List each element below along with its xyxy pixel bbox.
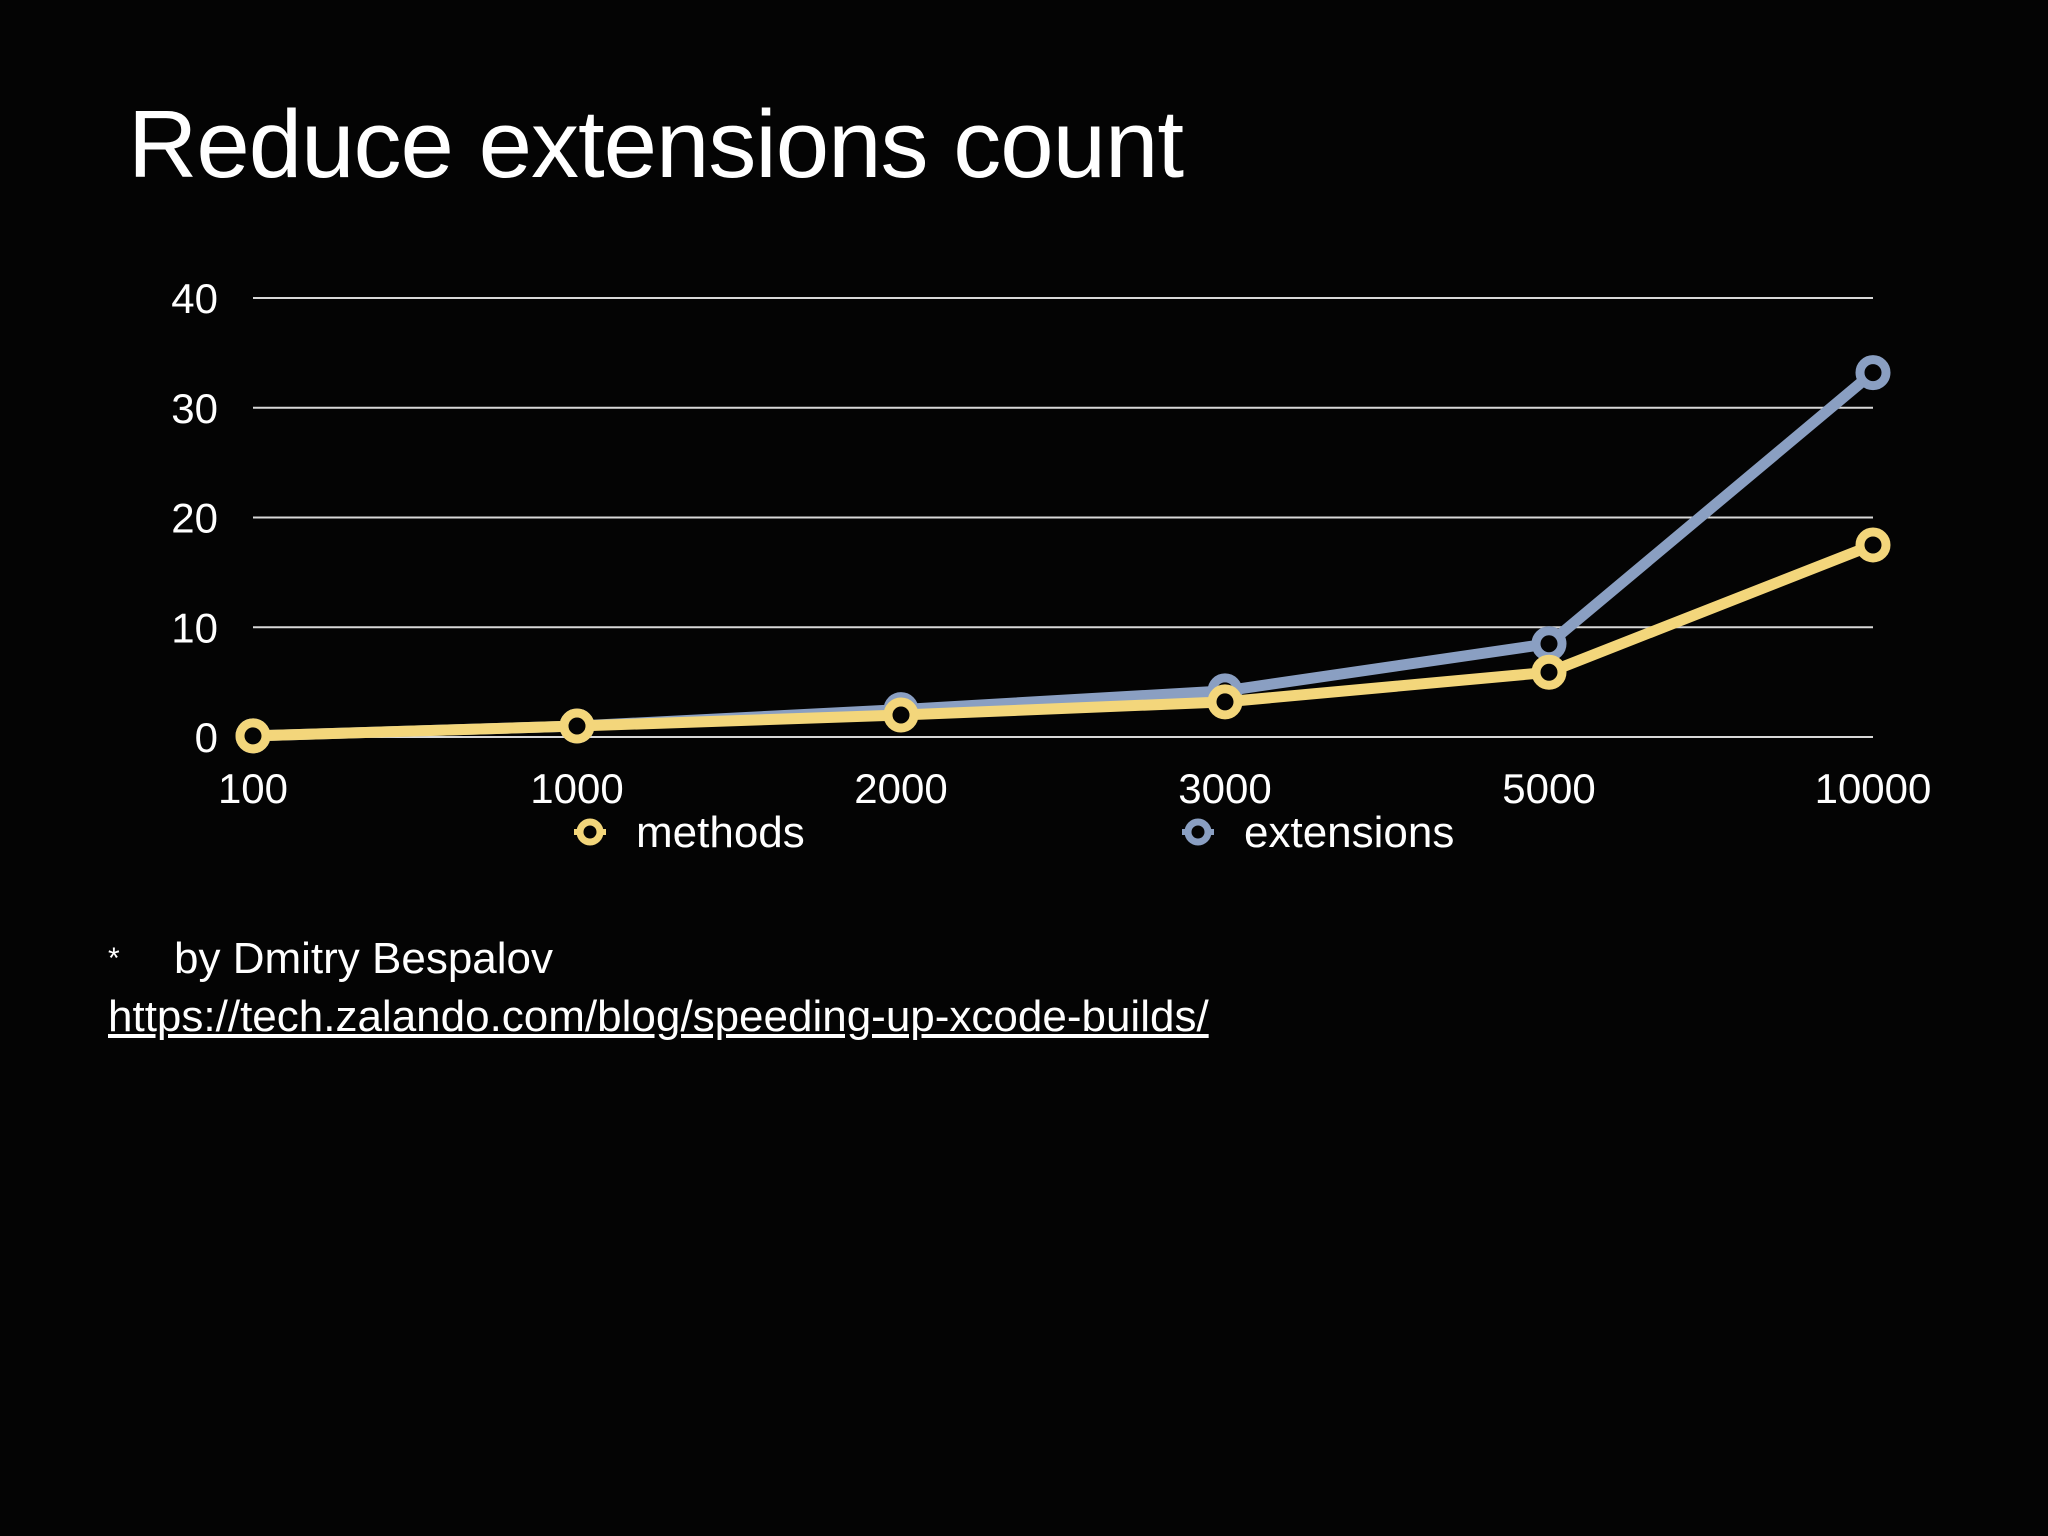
x-tick-label: 3000: [1178, 765, 1271, 812]
footnote-marker: *: [108, 942, 120, 975]
data-point-center: [1220, 696, 1230, 707]
x-tick-label: 2000: [854, 765, 947, 812]
data-point-center: [572, 721, 582, 732]
y-tick-label: 30: [171, 385, 218, 432]
data-point-center: [248, 730, 258, 741]
legend-marker: [576, 818, 604, 846]
grid-lines: [253, 297, 1873, 738]
x-tick-label: 1000: [530, 765, 623, 812]
series-line: [247, 539, 1879, 742]
y-tick-label: 40: [171, 275, 218, 322]
data-point-center: [896, 710, 906, 721]
y-tick-label: 20: [171, 495, 218, 542]
line-chart: 0 10 20 30 40 100 1000 2000 3000 5000 10000 metho…: [171, 275, 1931, 857]
series-lines: [235, 355, 1891, 754]
source-link[interactable]: https://tech.zalando.com/blog/speeding-u…: [108, 992, 1209, 1041]
chart-legend: methods extensions: [574, 808, 1454, 857]
series-methods: [235, 527, 1891, 754]
legend-marker: [1184, 818, 1212, 846]
data-point-center: [1544, 638, 1554, 649]
data-point-center: [1868, 539, 1878, 550]
footnote-author-row: * by Dmitry Bespalov: [108, 930, 1209, 988]
data-point-center: [1868, 367, 1878, 378]
footnote-author: by Dmitry Bespalov: [174, 934, 554, 983]
x-tick-label: 5000: [1502, 765, 1595, 812]
x-axis-ticks: 100 1000 2000 3000 5000 10000: [218, 765, 1931, 812]
data-point-center: [1544, 667, 1554, 678]
slide-title: Reduce extensions count: [128, 91, 1184, 198]
series-line: [247, 367, 1879, 742]
footnote-link-row: https://tech.zalando.com/blog/speeding-u…: [108, 988, 1209, 1046]
legend-label: methods: [636, 808, 805, 857]
x-tick-label: 10000: [1815, 765, 1932, 812]
legend-item-methods: methods: [574, 808, 805, 857]
footnote: * by Dmitry Bespalov https://tech.zalando…: [108, 930, 1209, 1046]
x-tick-label: 100: [218, 765, 288, 812]
legend-item-extensions: extensions: [1182, 808, 1454, 857]
y-axis-ticks: 0 10 20 30 40: [171, 275, 218, 761]
legend-label: extensions: [1244, 808, 1454, 857]
series-extensions: [235, 355, 1891, 754]
y-tick-label: 10: [171, 604, 218, 651]
y-tick-label: 0: [195, 714, 218, 761]
